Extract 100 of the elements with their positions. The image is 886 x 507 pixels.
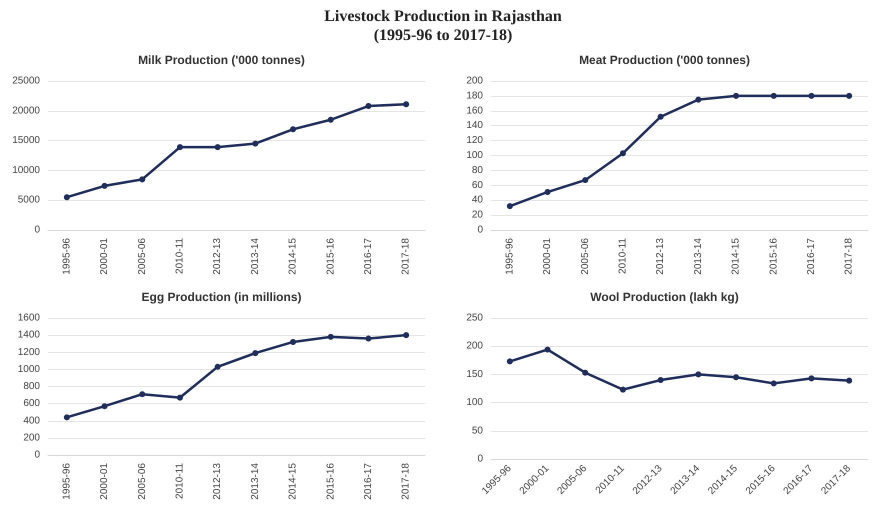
point: [770, 380, 777, 386]
point: [403, 332, 410, 338]
point: [102, 182, 108, 189]
y-tick-label: 160: [466, 105, 484, 116]
chart-title: Egg Production (in millions): [142, 290, 302, 304]
point: [365, 336, 372, 342]
y-tick-label: 1600: [18, 312, 40, 324]
point: [176, 394, 183, 401]
y-tick-label: 60: [472, 180, 484, 191]
x-tick-label: 2013-14: [692, 238, 704, 275]
y-tick-label: 120: [466, 135, 484, 146]
point: [658, 377, 664, 384]
point: [290, 126, 296, 132]
y-tick-label: 100: [466, 397, 484, 408]
y-tick-label: 600: [23, 398, 40, 410]
x-tick-label: 2014-15: [730, 238, 742, 275]
x-tick-label: 2000-01: [99, 462, 110, 500]
point: [544, 346, 551, 353]
x-tick-label: 2012-13: [655, 238, 666, 275]
point: [214, 364, 221, 370]
point: [620, 150, 626, 156]
y-tick-label: 100: [466, 150, 484, 161]
y-tick-label: 25000: [12, 76, 40, 86]
y-tick-label: 0: [34, 450, 40, 460]
point: [214, 144, 221, 150]
y-tick-label: 140: [466, 120, 484, 132]
y-tick-label: 180: [466, 90, 484, 102]
point: [290, 338, 296, 345]
x-tick-label: 2012-13: [212, 462, 224, 500]
point: [506, 358, 513, 364]
y-tick-label: 200: [466, 76, 484, 86]
x-tick-label: 2013-14: [250, 462, 261, 500]
point: [770, 92, 777, 99]
y-tick-label: 150: [466, 368, 484, 380]
x-tick-label: 2010-11: [174, 238, 186, 274]
x-tick-label: 2015-16: [768, 238, 780, 275]
y-tick-label: 250: [466, 312, 484, 324]
x-tick-label: 2017-18: [844, 238, 855, 275]
point: [139, 176, 146, 182]
point: [808, 375, 814, 382]
y-tick-label: 40: [472, 194, 484, 206]
y-tick-label: 80: [472, 164, 484, 176]
point: [620, 386, 626, 393]
x-tick-label: 2014-15: [288, 462, 299, 500]
chart-title: Wool Production (lakh kg): [590, 290, 739, 304]
point: [64, 194, 70, 200]
x-tick-label: 2017-18: [400, 462, 412, 500]
point: [846, 92, 852, 99]
y-tick-label: 20: [472, 210, 484, 221]
x-tick-label: 1995-96: [61, 462, 72, 500]
x-tick-label: 1995-96: [61, 238, 72, 275]
x-tick-label: 2005-06: [136, 462, 148, 500]
x-tick-label: 2000-01: [542, 238, 554, 275]
y-tick-label: 0: [34, 224, 40, 236]
point: [658, 114, 664, 120]
y-tick-label: 15000: [12, 135, 40, 146]
chart-title: Milk Production ('000 tonnes): [138, 53, 305, 67]
point: [733, 374, 740, 380]
x-tick-label: 2013-14: [250, 238, 261, 275]
x-tick-label: 2016-17: [362, 238, 374, 275]
y-tick-label: 200: [23, 432, 40, 444]
point: [695, 96, 702, 103]
y-tick-label: 20000: [12, 105, 40, 116]
y-tick-label: 1000: [18, 364, 40, 375]
point: [695, 371, 702, 378]
y-tick-label: 400: [23, 415, 40, 426]
point: [176, 144, 183, 150]
y-tick-label: 10000: [12, 164, 40, 176]
point: [403, 101, 410, 108]
y-tick-label: 800: [23, 381, 40, 392]
point: [846, 378, 852, 384]
x-tick-label: 2014-15: [288, 238, 299, 275]
point: [506, 203, 513, 210]
y-tick-label: 1200: [18, 346, 40, 358]
x-tick-label: 2015-16: [325, 462, 336, 500]
x-tick-label: 2016-17: [806, 238, 817, 275]
x-tick-label: 1995-96: [504, 238, 516, 275]
point: [582, 370, 588, 376]
y-tick-label: 50: [472, 425, 484, 436]
point: [733, 92, 740, 99]
point: [808, 92, 814, 99]
chart-title: Meat Production ('000 tonnes): [579, 53, 750, 67]
x-tick-label: 2005-06: [136, 238, 148, 275]
point: [252, 350, 258, 356]
point: [139, 391, 146, 398]
x-tick-label: 2012-13: [212, 238, 224, 275]
x-tick-label: 2010-11: [174, 462, 186, 499]
point: [328, 116, 334, 123]
x-tick-label: 2017-18: [400, 238, 412, 275]
y-tick-label: 5000: [18, 194, 40, 206]
x-tick-label: 2010-11: [617, 238, 628, 274]
y-tick-label: 1400: [18, 330, 40, 341]
point: [64, 414, 70, 420]
point: [328, 334, 334, 340]
point: [102, 403, 108, 410]
y-tick-label: 0: [477, 224, 484, 236]
y-tick-label: 200: [466, 340, 484, 352]
point: [582, 177, 588, 184]
x-tick-label: 2016-17: [362, 462, 374, 500]
x-tick-label: 2015-16: [325, 238, 336, 275]
